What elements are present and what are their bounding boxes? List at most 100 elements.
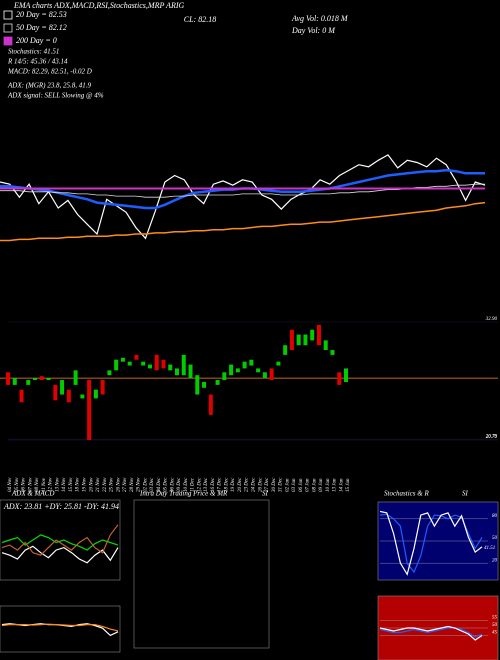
y-tick-label: 55 — [492, 616, 498, 621]
candle — [107, 370, 112, 376]
x-tick-label: 26 Dec — [258, 477, 263, 492]
x-tick-label: 27 Nov — [123, 477, 128, 492]
x-tick-label: 11 Dec — [191, 477, 196, 492]
candle — [310, 329, 315, 341]
candle — [19, 389, 24, 403]
panel-title: Intra Day Trading Price & MR — [139, 490, 228, 498]
candle — [147, 364, 152, 369]
stoch-value: 41.51 — [484, 546, 495, 551]
candle — [202, 381, 207, 388]
candle — [195, 375, 200, 395]
x-tick-label: 20 Nov — [89, 477, 94, 492]
candle — [12, 378, 17, 385]
candle — [120, 357, 125, 362]
candle — [33, 378, 38, 381]
y-tick-label: 45 — [492, 631, 498, 636]
x-tick-label: 14 Jan — [339, 478, 344, 492]
candle — [141, 361, 146, 366]
candle — [323, 340, 328, 351]
candle — [87, 380, 92, 440]
candle — [161, 359, 166, 369]
candle — [296, 334, 301, 346]
series-line — [0, 201, 486, 242]
y-tick-label: 32.90 — [486, 317, 498, 322]
x-tick-label: 07 Nov — [28, 477, 33, 492]
x-tick-label: 02 Dec — [143, 477, 148, 492]
candle — [289, 329, 294, 351]
x-tick-label: 28 Nov — [130, 477, 135, 492]
x-tick-label: 17 Dec — [218, 477, 223, 492]
x-tick-label: 02 Jan — [285, 478, 290, 492]
candle — [127, 361, 132, 366]
candle — [337, 372, 342, 385]
series-line — [1, 545, 119, 564]
x-tick-label: 21 Nov — [96, 477, 101, 492]
candle — [229, 364, 234, 376]
candle — [303, 334, 308, 346]
candle — [114, 359, 119, 371]
candle — [66, 389, 71, 403]
series-line — [1, 534, 119, 551]
x-tick-label: 23 Dec — [245, 477, 250, 492]
x-tick-label: 24 Dec — [252, 477, 257, 492]
legend-label: 20 Day = 82.53 — [16, 10, 67, 19]
x-tick-label: 04 Dec — [157, 477, 162, 492]
candle — [39, 376, 44, 381]
x-tick-label: 04 Nov — [8, 477, 13, 492]
candle — [269, 368, 274, 381]
x-tick-label: 12 Nov — [49, 477, 54, 492]
y-tick-label: 20.70 — [486, 435, 498, 440]
candle — [73, 370, 78, 385]
candle — [330, 350, 335, 355]
panel-title: Stochastics & R — [384, 490, 429, 498]
x-tick-label: 09 Jan — [319, 478, 324, 492]
legend-label: 200 Day = 0 — [16, 36, 57, 45]
x-tick-label: 09 Dec — [177, 477, 182, 492]
candle — [283, 345, 288, 355]
x-tick-label: 08 Jan — [312, 478, 317, 492]
x-tick-label: 12 Dec — [197, 477, 202, 492]
candle — [134, 354, 139, 360]
x-tick-label: 14 Nov — [62, 477, 67, 492]
candle — [53, 384, 58, 401]
y-tick-label: 20.79 — [486, 434, 498, 439]
legend-swatch — [3, 36, 13, 46]
panel-subtitle: SI — [462, 490, 469, 498]
candle — [181, 354, 186, 376]
panel — [0, 605, 121, 653]
panel-subtitle: ADX: 23.81 +DY: 25.81 -DY: 41.94 — [3, 502, 119, 511]
x-tick-label: 27 Dec — [265, 477, 270, 492]
x-tick-label: 13 Dec — [204, 477, 209, 492]
candle — [344, 368, 348, 382]
legend-swatch — [3, 23, 13, 33]
candle — [80, 394, 85, 399]
x-tick-label: 07 Jan — [306, 478, 311, 492]
candle — [60, 380, 65, 395]
series-line — [379, 627, 483, 638]
candle — [222, 372, 227, 381]
legend-swatch — [3, 10, 13, 20]
x-tick-label: 18 Dec — [224, 477, 229, 492]
x-tick-label: 31 Dec — [279, 477, 284, 492]
x-tick-label: 26 Nov — [116, 477, 121, 492]
x-tick-label: 11 Nov — [42, 477, 47, 492]
x-tick-label: 20 Dec — [238, 477, 243, 492]
candle — [188, 364, 193, 379]
x-tick-label: 15 Nov — [69, 477, 74, 492]
chart-title: EMA charts ADX,MACD,RSI,Stochastics,MRP … — [13, 1, 184, 10]
x-tick-label: 15 Jan — [346, 478, 351, 492]
candle — [256, 368, 261, 373]
candle — [249, 359, 254, 366]
x-tick-label: 05 Nov — [15, 477, 20, 492]
series-line — [1, 524, 119, 556]
x-tick-label: 03 Jan — [292, 478, 297, 492]
x-tick-label: 10 Jan — [326, 478, 331, 492]
x-tick-label: 19 Nov — [83, 477, 88, 492]
adx-info: ADX: (MGR) 23.8, 25.8, 41.9 — [7, 82, 92, 90]
x-tick-label: 08 Nov — [35, 477, 40, 492]
candle — [100, 380, 105, 395]
y-tick-label: 80 — [492, 514, 498, 519]
macd-info: MACD: 82.29, 82.51, -0.02 D — [7, 68, 92, 76]
legend-label: 50 Day = 82.12 — [16, 23, 67, 32]
